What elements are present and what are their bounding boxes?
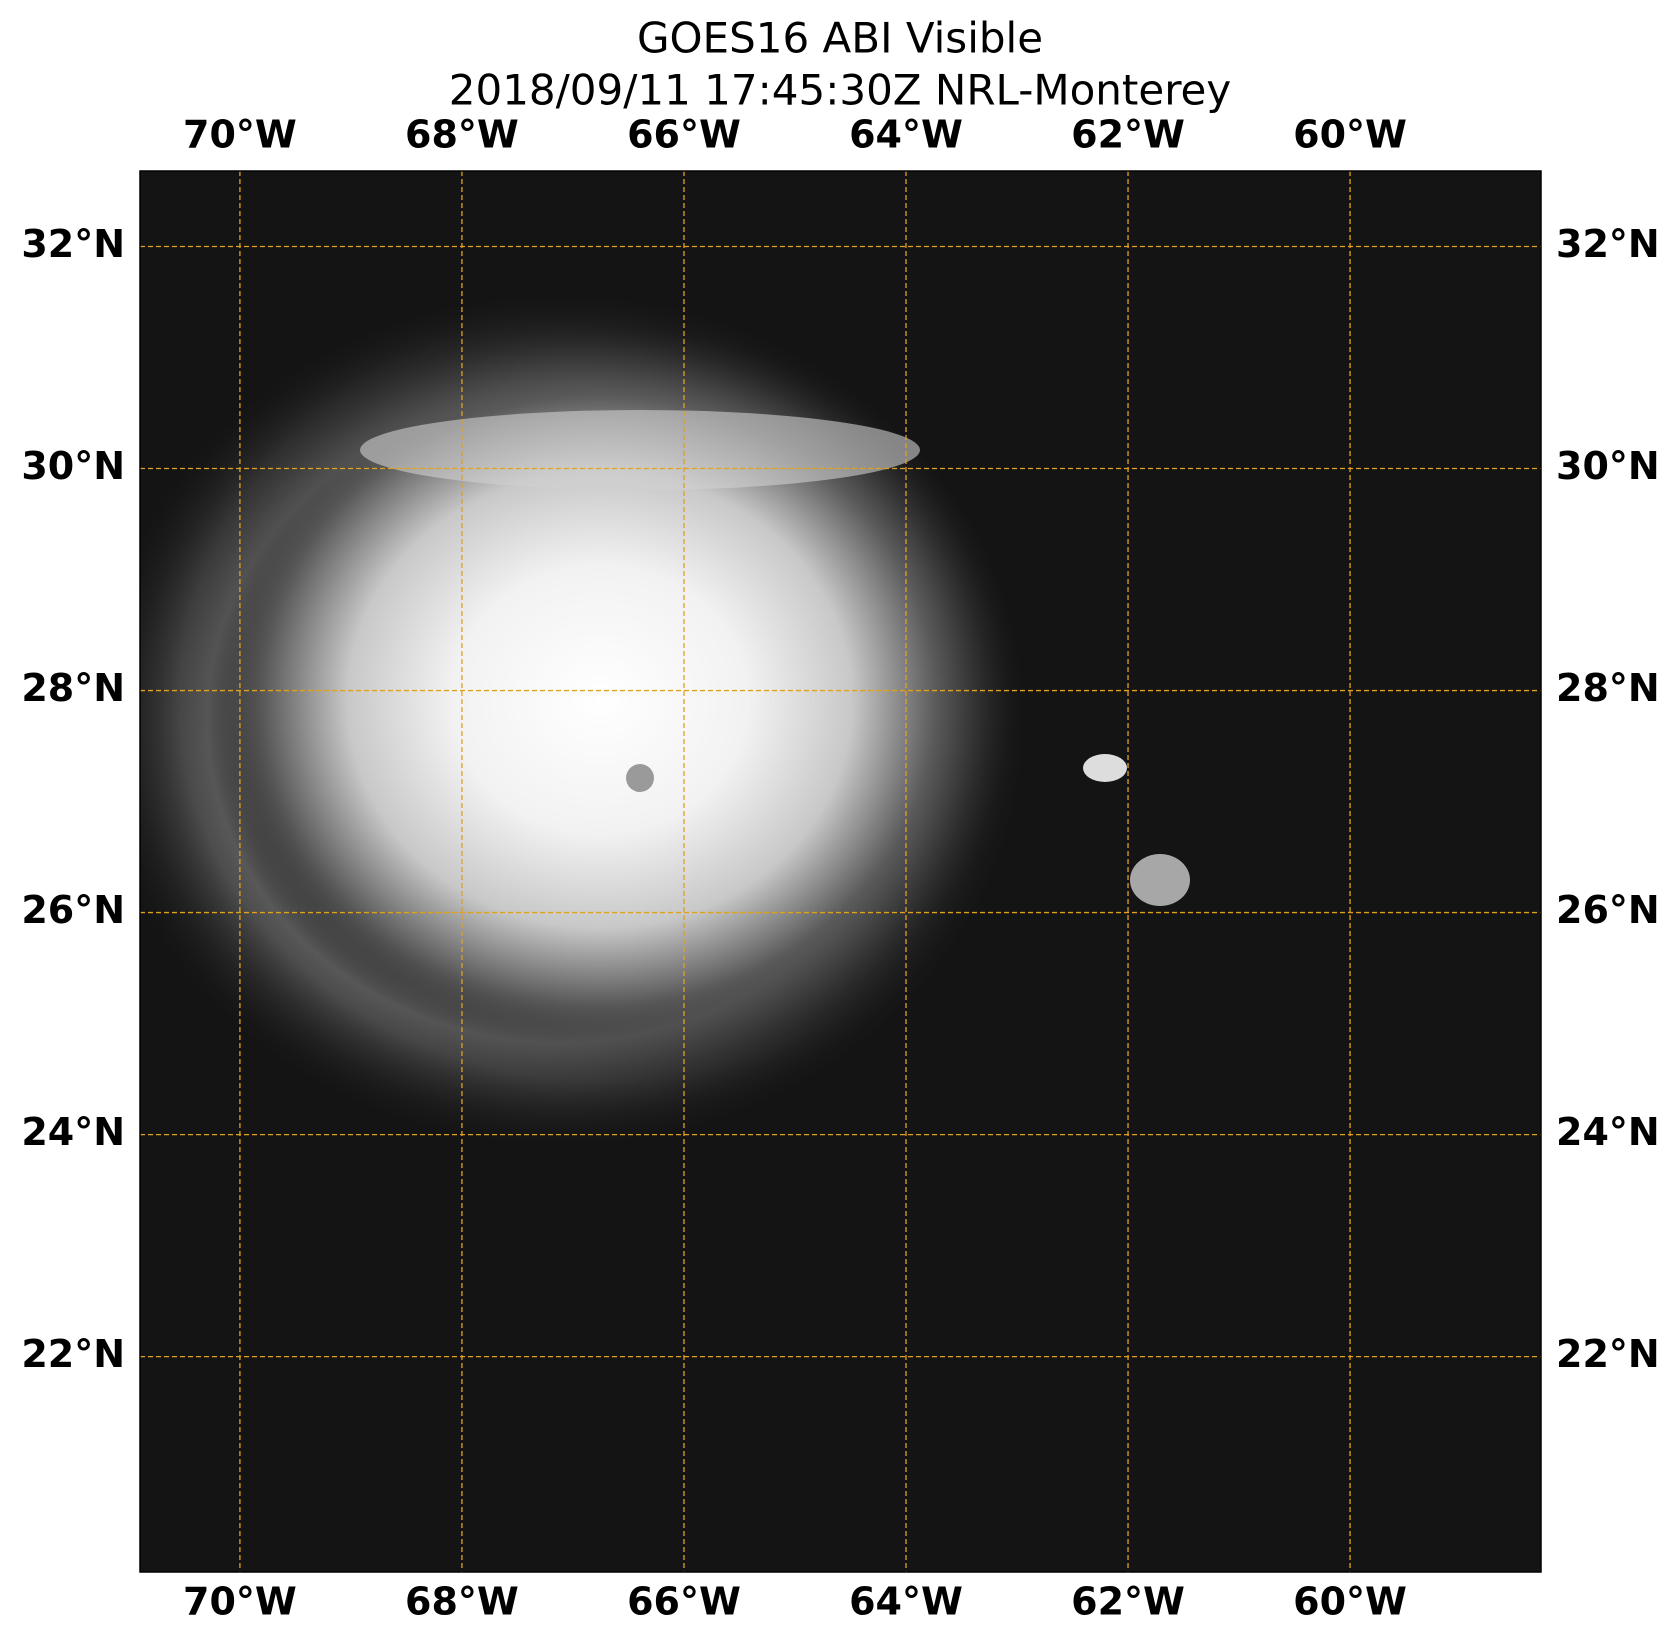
cloud-cell [1130, 854, 1190, 906]
lon-label-bottom: 68°W [405, 1580, 519, 1624]
lat-label-right: 32°N [1556, 222, 1660, 266]
satellite-image [140, 171, 1541, 1572]
lon-label-top: 64°W [849, 113, 963, 157]
lat-label-left: 26°N [21, 888, 125, 932]
lat-label-left: 32°N [21, 222, 125, 266]
lon-label-bottom: 64°W [849, 1580, 963, 1624]
cloud-cell [1083, 754, 1127, 782]
lat-label-right: 22°N [1556, 1332, 1660, 1376]
hurricane-clouds [180, 320, 1020, 1080]
title: GOES16 ABI Visible [637, 14, 1043, 63]
lat-label-left: 30°N [21, 444, 125, 488]
lon-label-bottom: 70°W [183, 1580, 297, 1624]
lat-label-left: 28°N [21, 666, 125, 710]
lon-label-bottom: 60°W [1293, 1580, 1407, 1624]
lat-label-left: 22°N [21, 1332, 125, 1376]
lat-label-right: 28°N [1556, 666, 1660, 710]
lon-label-bottom: 62°W [1071, 1580, 1185, 1624]
cloud-streak [360, 410, 920, 490]
lon-label-bottom: 66°W [627, 1580, 741, 1624]
lon-label-top: 60°W [1293, 113, 1407, 157]
hurricane-eye [626, 764, 654, 792]
lon-label-top: 70°W [183, 113, 297, 157]
graticule [140, 171, 1541, 1572]
lat-label-right: 24°N [1556, 1110, 1660, 1154]
lon-label-top: 66°W [627, 113, 741, 157]
subtitle: 2018/09/11 17:45:30Z NRL-Monterey [449, 66, 1232, 115]
lon-label-top: 62°W [1071, 113, 1185, 157]
lon-label-top: 68°W [405, 113, 519, 157]
lat-label-right: 30°N [1556, 444, 1660, 488]
lat-label-right: 26°N [1556, 888, 1660, 932]
map-frame [139, 170, 1542, 1573]
lat-label-left: 24°N [21, 1110, 125, 1154]
